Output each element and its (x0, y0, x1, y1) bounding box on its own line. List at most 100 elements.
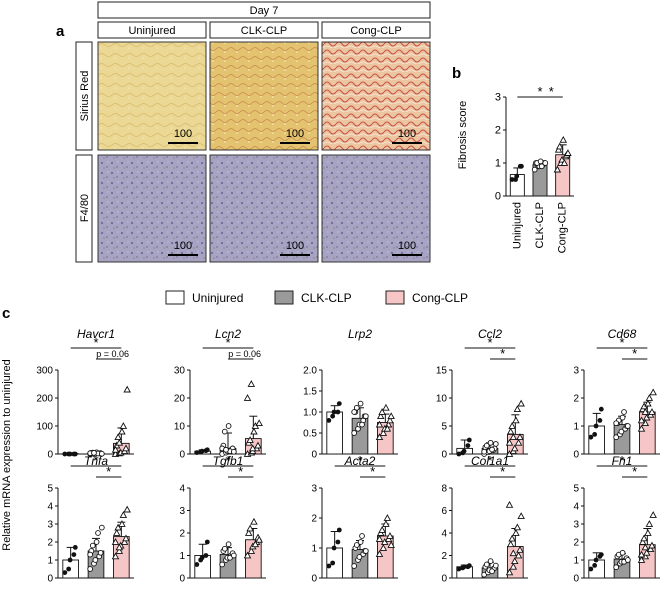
data-point (98, 450, 105, 457)
fibrosis-chart: 0 1 2 3 Uninjured CLK-CLP Cong-CLP * * (495, 84, 574, 253)
micrograph-sirius-uninjured (97, 41, 207, 151)
data-point (219, 561, 226, 568)
y-tick-label: 1 (47, 556, 53, 567)
data-point (508, 534, 516, 542)
data-point (505, 438, 514, 446)
micrograph-f480-clk (209, 154, 319, 263)
data-point (250, 427, 258, 435)
data-point (351, 409, 358, 415)
panel-c-ylabel: Relative mRNA expression to uninjured (1, 359, 13, 550)
data-point (351, 430, 358, 436)
data-point (111, 538, 120, 545)
y-tick-label: 0 (179, 450, 185, 461)
data-point (87, 566, 94, 572)
y-tick-label: 4 (179, 484, 185, 495)
data-point (357, 400, 364, 407)
data-point (114, 433, 122, 441)
data-point (251, 540, 260, 548)
data-point (461, 448, 467, 454)
legend-label-cong: Cong-CLP (412, 291, 468, 305)
data-point (330, 413, 336, 419)
data-point (505, 568, 514, 576)
y-tick-label: 200 (36, 394, 53, 405)
group-header-clk-label: CLK-CLP (241, 25, 287, 37)
sig-label: * (93, 335, 98, 350)
data-point (510, 444, 519, 452)
y-tick-label: 4 (573, 502, 579, 513)
data-point (592, 432, 598, 437)
data-point (592, 563, 598, 568)
legend-label-clk: CLK-CLP (301, 291, 352, 305)
y-tick-label: 10 (174, 422, 186, 433)
sig-label: p = 0.06 (228, 349, 261, 359)
data-point (506, 540, 515, 548)
y-tick-label: 0 (47, 450, 53, 461)
micrograph-sirius-cong (321, 41, 431, 151)
data-point (255, 535, 263, 543)
data-point (357, 539, 364, 545)
data-point (456, 566, 462, 572)
data-point (97, 549, 104, 556)
data-point (120, 538, 129, 545)
y-tick-label: 4 (47, 502, 53, 513)
data-point (122, 444, 130, 452)
data-point (648, 408, 656, 415)
data-point (465, 443, 471, 448)
sig-label: * (500, 346, 505, 361)
data-point (559, 135, 568, 143)
data-point (326, 418, 332, 423)
y-tick-label: 3 (179, 506, 185, 517)
data-point (537, 158, 544, 165)
sig-label: * (487, 453, 492, 468)
data-point (378, 526, 386, 533)
data-point (509, 549, 518, 557)
data-point (487, 558, 494, 564)
x-tick-label: Cong-CLP (557, 202, 569, 253)
chart-title: Ccl2 (478, 327, 502, 341)
y-tick-label: 3 (495, 92, 501, 104)
data-point (71, 552, 77, 557)
data-point (335, 409, 341, 415)
group-header-cong (321, 21, 431, 39)
data-point (118, 427, 126, 435)
data-point (483, 442, 490, 449)
panel-b: b Fibrosis score 0 1 2 3 Uninjured CLK-CLP Con… (452, 65, 574, 253)
sig-label: * (632, 346, 637, 361)
chart-title: Lrp2 (348, 327, 372, 341)
y-tick-label: 0 (311, 450, 317, 461)
data-point (637, 550, 646, 558)
data-point (111, 552, 120, 560)
data-point (204, 447, 210, 453)
y-tick-label: 3 (311, 484, 317, 495)
data-point (619, 414, 626, 421)
data-point (513, 523, 522, 531)
data-point (115, 543, 124, 551)
chart-title: Havcr1 (77, 327, 115, 341)
legend: Uninjured CLK-CLP Cong-CLP (165, 290, 468, 305)
sig-label: * (106, 464, 111, 479)
y-tick-label: 2.0 (303, 366, 317, 377)
data-point (246, 436, 254, 443)
data-point (118, 520, 126, 527)
y-tick-label: 0 (495, 191, 501, 203)
data-point (642, 548, 651, 556)
sig-label: * (225, 335, 230, 350)
chart-acta2: 0 1 2 3 * *Acta2 (311, 453, 398, 585)
y-tick-label: 1 (573, 556, 579, 567)
data-point (624, 557, 631, 563)
data-point (649, 511, 657, 518)
y-tick-label: 1.0 (303, 408, 317, 419)
sig-label: * (500, 464, 505, 479)
y-tick-label: 5 (573, 484, 579, 495)
data-point (613, 420, 620, 427)
data-point (243, 394, 252, 401)
data-point (637, 424, 646, 432)
chart-title: Acta2 (344, 454, 376, 468)
y-tick-label: 20 (174, 394, 186, 405)
data-point (221, 428, 228, 435)
panel-b-ylabel: Fibrosis score (457, 101, 469, 169)
data-point (362, 548, 369, 554)
data-point (517, 399, 525, 407)
